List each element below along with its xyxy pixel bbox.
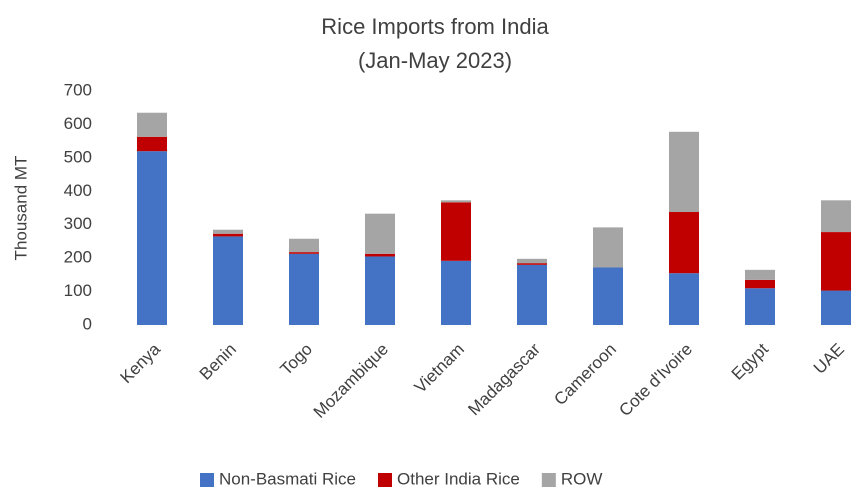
legend-label: Non-Basmati Rice	[219, 469, 356, 488]
x-tick-label: Cameroon	[550, 340, 620, 410]
bar-segment	[213, 236, 243, 325]
bar-segment	[669, 212, 699, 274]
bar-segment	[593, 267, 623, 325]
y-tick-label: 700	[64, 80, 92, 99]
bar-segment	[821, 200, 851, 233]
bar-segment	[365, 213, 395, 254]
bar-segment	[213, 229, 243, 234]
bar-segment	[517, 264, 547, 325]
chart-subtitle: (Jan-May 2023)	[358, 48, 512, 73]
legend-swatch	[378, 473, 392, 487]
bar-segment	[517, 258, 547, 264]
bar-segment	[745, 279, 775, 289]
x-tick-label: Togo	[276, 340, 316, 380]
bar-segment	[441, 202, 471, 261]
bar-segment	[821, 290, 851, 325]
x-tick-label: Madagascar	[464, 339, 544, 419]
bar-segment	[745, 269, 775, 280]
bar-segment	[593, 227, 623, 268]
bar-segment	[441, 200, 471, 203]
x-tick-label: UAE	[810, 340, 848, 378]
legend-label: ROW	[561, 469, 603, 488]
bar-segment	[137, 136, 167, 152]
bar-segment	[289, 252, 319, 254]
bar-segment	[669, 131, 699, 213]
y-tick-label: 400	[64, 181, 92, 200]
y-tick-label: 100	[64, 281, 92, 300]
x-tick-label: Cote d'Ivoire	[615, 340, 696, 421]
bar-segment	[821, 232, 851, 291]
bar-segment	[517, 263, 547, 265]
bar-segment	[365, 256, 395, 325]
y-tick-label: 300	[64, 214, 92, 233]
x-tick-label: Egypt	[728, 339, 772, 383]
x-tick-label: Kenya	[116, 339, 164, 387]
bar-segment	[745, 288, 775, 325]
y-tick-label: 500	[64, 147, 92, 166]
y-tick-label: 0	[83, 314, 92, 333]
legend-swatch	[541, 473, 556, 487]
legend-swatch	[200, 473, 214, 487]
bar-segment	[137, 151, 167, 325]
y-tick-label: 200	[64, 248, 92, 267]
x-tick-label: Mozambique	[310, 340, 392, 422]
bar-segment	[441, 260, 471, 325]
bar-segment	[365, 253, 395, 257]
bar-segment	[669, 273, 699, 325]
x-tick-label: Benin	[196, 340, 240, 384]
x-tick-label: Vietnam	[411, 340, 468, 397]
bar-segment	[213, 233, 243, 237]
legend-label: Other India Rice	[397, 469, 520, 488]
bar-segment	[137, 112, 167, 137]
y-axis-title: Thousand MT	[11, 156, 30, 261]
chart-title: Rice Imports from India	[321, 14, 549, 39]
y-tick-label: 600	[64, 114, 92, 133]
bar-segment	[289, 238, 319, 253]
bar-segment	[289, 253, 319, 325]
